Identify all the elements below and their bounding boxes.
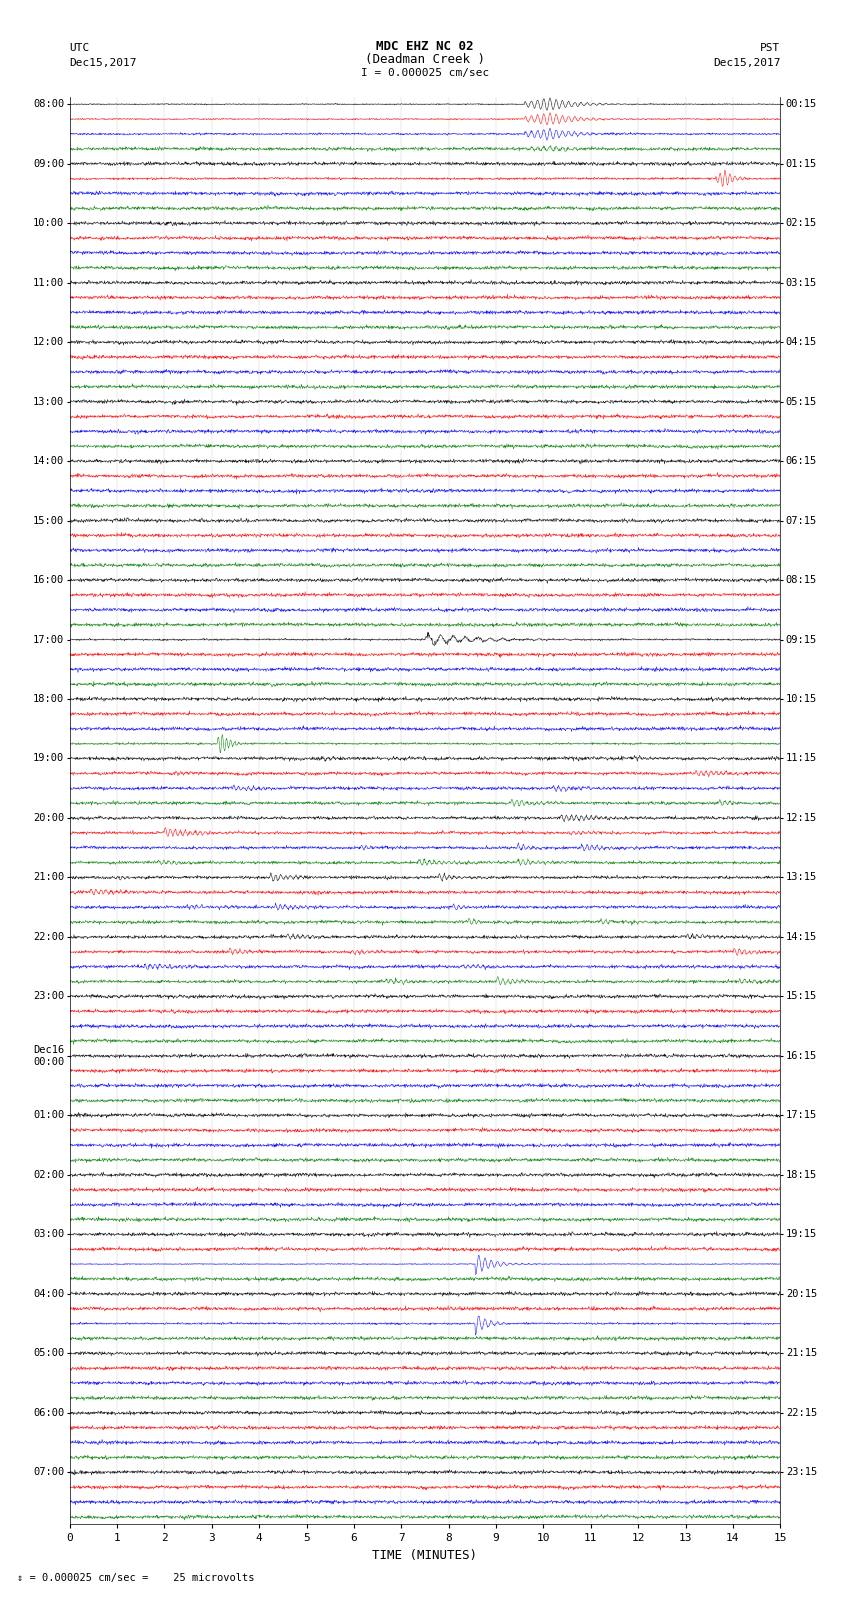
- Text: MDC EHZ NC 02: MDC EHZ NC 02: [377, 40, 473, 53]
- Text: Dec15,2017: Dec15,2017: [713, 58, 780, 68]
- Text: Dec15,2017: Dec15,2017: [70, 58, 137, 68]
- Text: ⇕ = 0.000025 cm/sec =    25 microvolts: ⇕ = 0.000025 cm/sec = 25 microvolts: [17, 1573, 254, 1582]
- Text: PST: PST: [760, 44, 780, 53]
- Text: I = 0.000025 cm/sec: I = 0.000025 cm/sec: [361, 68, 489, 77]
- X-axis label: TIME (MINUTES): TIME (MINUTES): [372, 1548, 478, 1561]
- Text: UTC: UTC: [70, 44, 90, 53]
- Text: (Deadman Creek ): (Deadman Creek ): [365, 53, 485, 66]
